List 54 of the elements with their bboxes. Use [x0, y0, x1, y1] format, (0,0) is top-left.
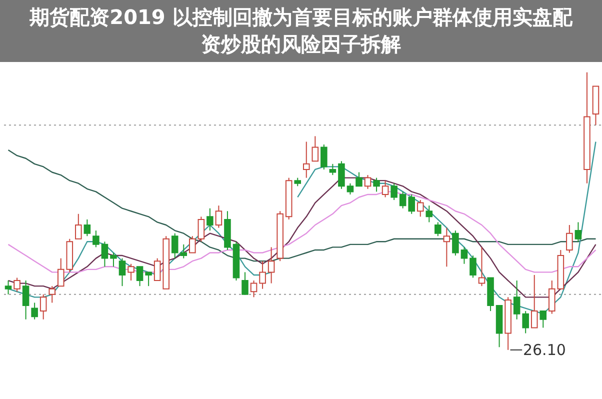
candlestick	[470, 255, 476, 278]
candlestick	[356, 172, 362, 187]
candlestick	[302, 141, 310, 178]
candlestick	[101, 241, 108, 268]
candlestick	[320, 144, 328, 170]
chart-title: 期货配资2019 以控制回撤为首要目标的账户群体使用实盘配资炒股的风险因子拆解	[0, 0, 602, 62]
candlestick	[382, 180, 389, 198]
candlestick	[31, 302, 38, 320]
candlestick	[426, 205, 433, 223]
candlestick	[145, 272, 152, 287]
candlestick	[206, 208, 214, 232]
candlestick	[434, 222, 442, 237]
candlestick	[40, 294, 47, 320]
candlestick	[110, 252, 117, 268]
candlestick	[478, 246, 486, 287]
candlestick	[530, 274, 538, 328]
candlestick	[390, 182, 398, 201]
candlestick	[452, 230, 459, 256]
candlestick	[84, 218, 91, 237]
candlestick	[14, 277, 20, 292]
annotation: 26.10	[522, 340, 566, 359]
candlestick	[198, 216, 205, 242]
candlestick	[268, 246, 275, 284]
candlestick	[566, 224, 573, 254]
candlestick	[128, 263, 134, 282]
candlestick	[364, 174, 372, 190]
candlestick	[408, 194, 415, 214]
candlestick	[416, 200, 424, 218]
candlestick	[373, 177, 380, 192]
candlestick	[48, 286, 56, 304]
candlestick	[259, 260, 266, 290]
candlestick	[399, 191, 406, 209]
candlestick	[189, 236, 196, 254]
candlestick	[250, 280, 258, 298]
candlestick	[22, 280, 30, 320]
candlestick	[443, 227, 450, 268]
candlestick	[92, 230, 100, 248]
candlestick	[548, 280, 556, 314]
candlestick	[574, 222, 582, 242]
candlestick	[513, 280, 520, 320]
candlestick	[312, 136, 319, 162]
candlestick	[329, 163, 336, 176]
candlestick	[136, 266, 144, 287]
candlestick	[75, 213, 82, 240]
candlestick	[338, 160, 345, 190]
candlestick	[346, 182, 354, 195]
candlestick	[215, 205, 222, 228]
candlestick	[154, 258, 161, 282]
candlestick	[242, 272, 248, 295]
candlestick	[118, 258, 126, 287]
candlestick	[540, 310, 547, 328]
candlestick	[4, 280, 12, 295]
candlestick	[522, 310, 529, 334]
candlestick	[460, 246, 468, 264]
